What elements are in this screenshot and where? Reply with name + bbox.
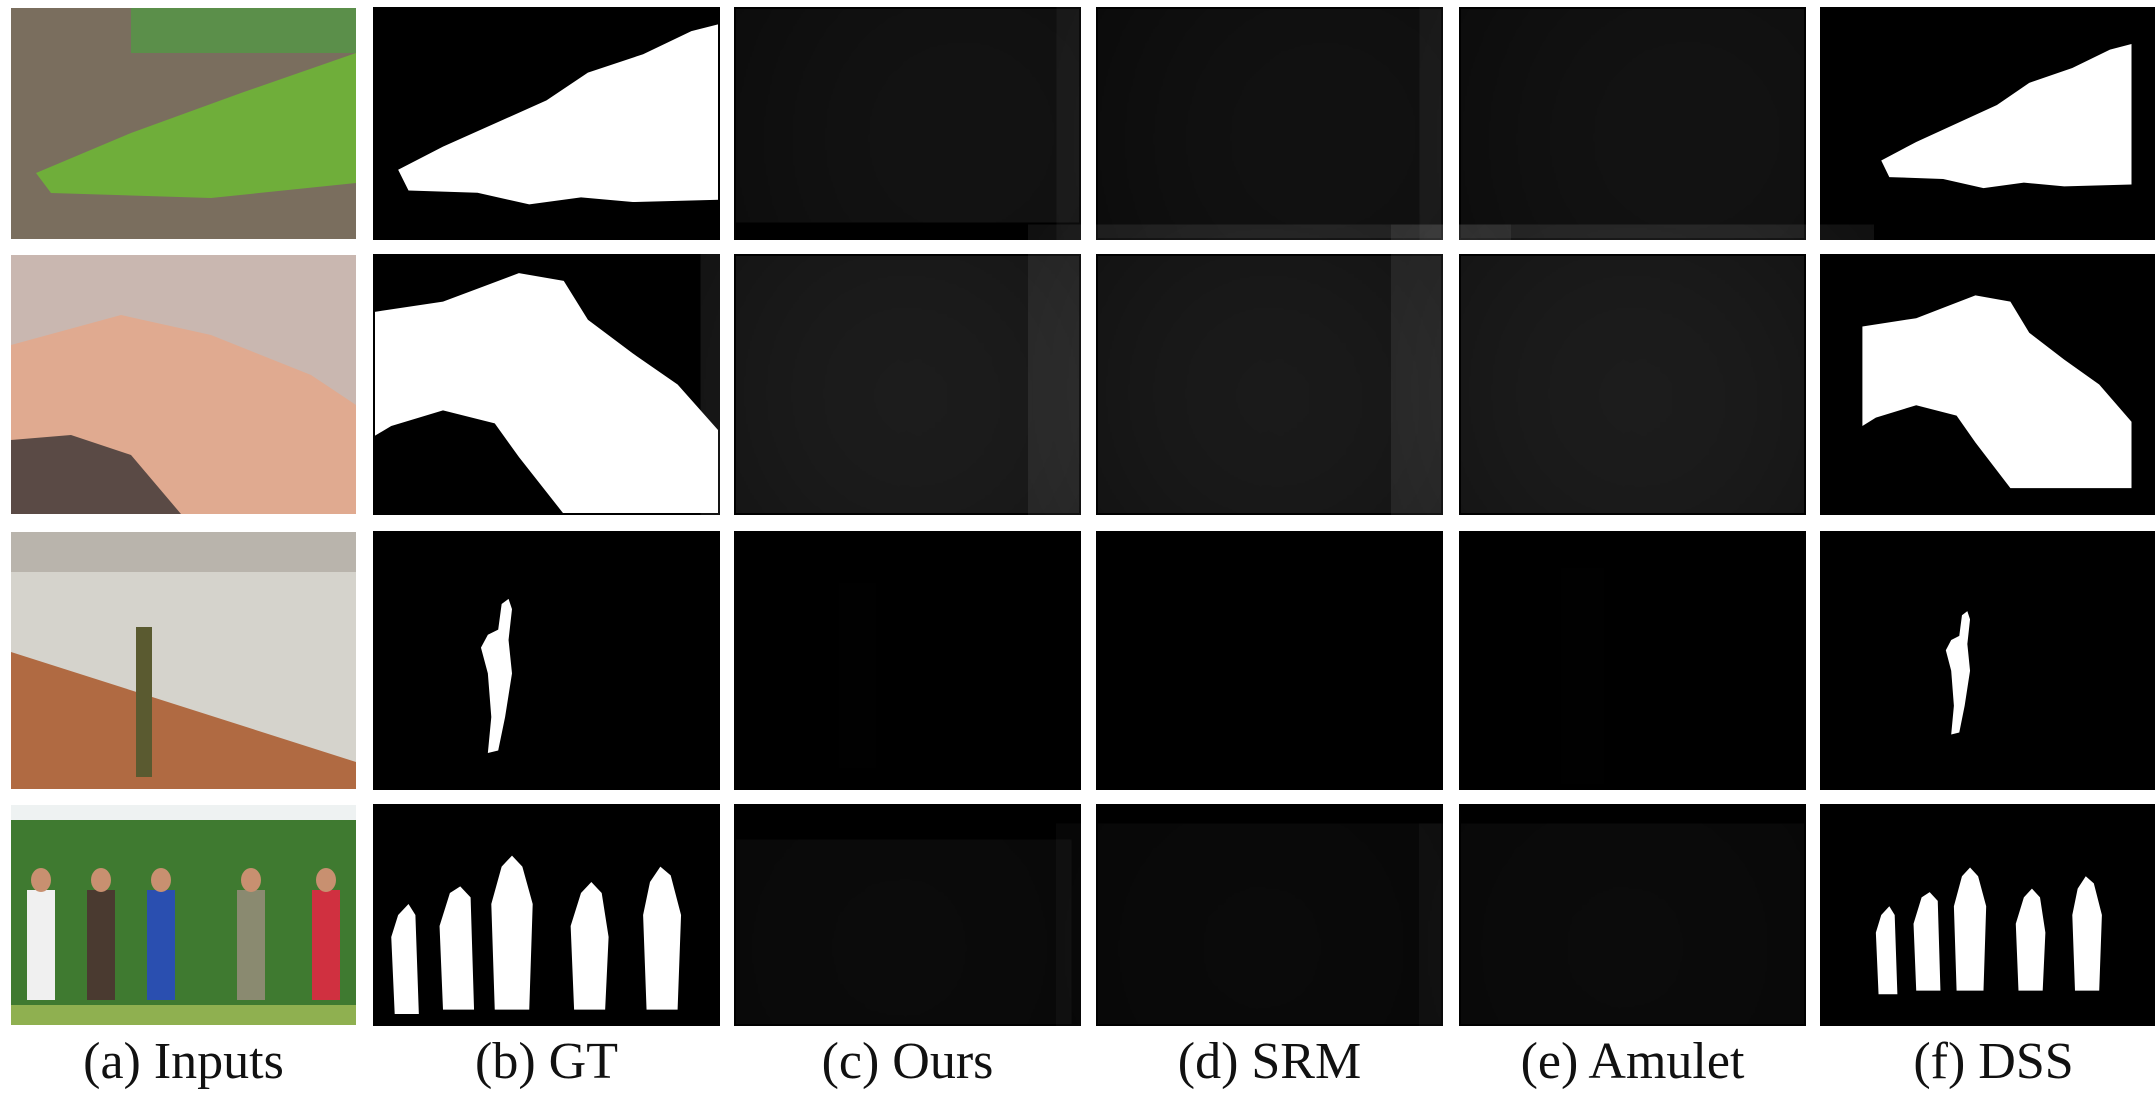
input-detail: [131, 8, 356, 53]
saliency-map: [1460, 255, 1805, 514]
caption: (d) SRM: [1178, 1033, 1361, 1090]
input-image: [11, 255, 356, 514]
caption: (e) Amulet: [1521, 1033, 1745, 1090]
input-image: [11, 8, 356, 239]
caption: (f) DSS: [1913, 1033, 2073, 1090]
saliency-map: [1460, 532, 1805, 789]
mask-background: [735, 532, 1080, 789]
input-detail: [241, 868, 261, 892]
input-detail: [136, 627, 152, 777]
input-image: [11, 805, 356, 1025]
saliency-map: [735, 8, 1080, 239]
input-detail: [27, 890, 55, 1000]
mask-background: [1821, 532, 2155, 789]
input-detail: [87, 890, 115, 1000]
figure: (a) Inputs (b) GT (c) Ours (d) SRM (e) Amule…: [0, 0, 2155, 1096]
input-detail: [147, 890, 175, 1000]
saliency-map: [1821, 8, 2155, 239]
input-detail: [91, 868, 111, 892]
input-detail: [316, 868, 336, 892]
saliency-map: [374, 805, 719, 1025]
input-detail: [11, 1005, 356, 1025]
caption: (a) Inputs: [83, 1033, 284, 1090]
saliency-map: [735, 255, 1080, 514]
mask-background: [374, 532, 719, 789]
mask-background: [1821, 805, 2155, 1025]
saliency-map: [1821, 805, 2155, 1025]
saliency-map: [1097, 8, 1442, 239]
page: (a) Inputs (b) GT (c) Ours (d) SRM (e) Amule…: [0, 0, 2155, 1096]
input-detail: [151, 868, 171, 892]
input-detail: [31, 868, 51, 892]
input-detail: [312, 890, 340, 1000]
mask-background: [1097, 532, 1442, 789]
saliency-map: [1097, 805, 1442, 1025]
saliency-map: [735, 532, 1080, 789]
saliency-map: [1097, 255, 1442, 514]
caption: (c) Ours: [822, 1033, 994, 1090]
saliency-map: [1460, 8, 1805, 239]
input-image: [11, 532, 356, 789]
saliency-map: [1821, 255, 2155, 514]
saliency-map: [1460, 805, 1805, 1025]
saliency-map: [374, 8, 719, 239]
input-detail: [237, 890, 265, 1000]
saliency-map: [1097, 532, 1442, 789]
input-detail: [11, 820, 356, 1010]
saliency-map: [1821, 532, 2155, 789]
saliency-map: [735, 805, 1080, 1025]
mask-background: [1460, 532, 1805, 789]
saliency-map: [374, 255, 719, 514]
saliency-map: [374, 532, 719, 789]
caption: (b) GT: [475, 1033, 618, 1090]
